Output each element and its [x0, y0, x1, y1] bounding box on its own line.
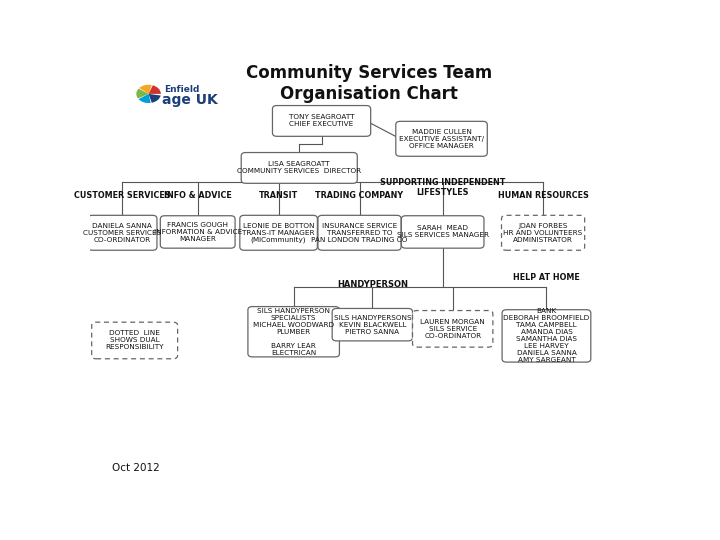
Text: SUPPORTING INDEPENDENT
LIFESTYLES: SUPPORTING INDEPENDENT LIFESTYLES — [380, 178, 505, 197]
Wedge shape — [136, 89, 148, 98]
Text: LISA SEAGROATT
COMMUNITY SERVICES  DIRECTOR: LISA SEAGROATT COMMUNITY SERVICES DIRECT… — [237, 161, 361, 174]
Text: TRANSIT: TRANSIT — [259, 191, 298, 200]
Text: age UK: age UK — [162, 93, 217, 107]
Text: LAUREN MORGAN
SILS SERVICE
CO-ORDINATOR: LAUREN MORGAN SILS SERVICE CO-ORDINATOR — [420, 319, 485, 339]
FancyBboxPatch shape — [272, 105, 371, 136]
FancyBboxPatch shape — [413, 310, 493, 347]
FancyBboxPatch shape — [241, 152, 357, 183]
Text: Oct 2012: Oct 2012 — [112, 463, 160, 473]
FancyBboxPatch shape — [88, 215, 157, 250]
Text: INSURANCE SERVICE
TRANSFERRED TO
PAN LONDON TRADING CO: INSURANCE SERVICE TRANSFERRED TO PAN LON… — [311, 223, 408, 243]
FancyBboxPatch shape — [161, 216, 235, 248]
Text: TRADING COMPANY: TRADING COMPANY — [315, 191, 404, 200]
Text: TONY SEAGROATT
CHIEF EXECUTIVE: TONY SEAGROATT CHIEF EXECUTIVE — [289, 114, 354, 127]
Text: DOTTED  LINE
SHOWS DUAL
RESPONSIBILITY: DOTTED LINE SHOWS DUAL RESPONSIBILITY — [105, 330, 164, 350]
Text: LEONIE DE BOTTON
TRANS-IT MANAGER
(MiCommunity): LEONIE DE BOTTON TRANS-IT MANAGER (MiCom… — [243, 222, 315, 243]
FancyBboxPatch shape — [332, 308, 413, 341]
Text: FRANCIS GOUGH
INFORMATION & ADVICE
MANAGER: FRANCIS GOUGH INFORMATION & ADVICE MANAG… — [153, 222, 242, 242]
FancyBboxPatch shape — [91, 322, 178, 359]
Text: JOAN FORBES
HR AND VOLUNTEERS
ADMINISTRATOR: JOAN FORBES HR AND VOLUNTEERS ADMINISTRA… — [503, 223, 582, 243]
Text: Enfield: Enfield — [163, 85, 199, 94]
FancyBboxPatch shape — [318, 215, 401, 250]
Wedge shape — [138, 94, 150, 103]
FancyBboxPatch shape — [401, 216, 484, 248]
Text: SILS HANDYPERSONS
KEVIN BLACKWELL
PIETRO SANNA: SILS HANDYPERSONS KEVIN BLACKWELL PIETRO… — [333, 315, 411, 335]
FancyBboxPatch shape — [240, 215, 318, 250]
FancyBboxPatch shape — [502, 310, 591, 362]
Text: SILS HANDYPERSON
SPECIALISTS
MICHAEL WOODWARD
PLUMBER

BARRY LEAR
ELECTRICAN: SILS HANDYPERSON SPECIALISTS MICHAEL WOO… — [253, 308, 334, 356]
FancyBboxPatch shape — [396, 122, 487, 156]
Text: HELP AT HOME: HELP AT HOME — [513, 273, 580, 282]
FancyBboxPatch shape — [502, 215, 585, 250]
Wedge shape — [148, 94, 161, 103]
Text: HANDYPERSON: HANDYPERSON — [337, 280, 408, 288]
Wedge shape — [148, 85, 161, 94]
Text: SARAH  MEAD
SILS SERVICES MANAGER: SARAH MEAD SILS SERVICES MANAGER — [397, 226, 489, 239]
Text: CUSTOMER SERVICES: CUSTOMER SERVICES — [74, 191, 171, 200]
FancyBboxPatch shape — [248, 307, 339, 357]
Text: MADDIE CULLEN
EXECUTIVE ASSISTANT/
OFFICE MANAGER: MADDIE CULLEN EXECUTIVE ASSISTANT/ OFFIC… — [399, 129, 484, 149]
Wedge shape — [139, 85, 152, 94]
Text: DANIELA SANNA
CUSTOMER SERVICES
CO-ORDINATOR: DANIELA SANNA CUSTOMER SERVICES CO-ORDIN… — [84, 223, 161, 243]
Text: Community Services Team
Organisation Chart: Community Services Team Organisation Cha… — [246, 64, 492, 103]
Text: INFO & ADVICE: INFO & ADVICE — [164, 191, 232, 200]
Text: BANK
DEBORAH BROOMFIELD
TAMA CAMPBELL
AMANDA DIAS
SAMANTHA DIAS
LEE HARVEY
DANIE: BANK DEBORAH BROOMFIELD TAMA CAMPBELL AM… — [503, 308, 590, 363]
Text: HUMAN RESOURCES: HUMAN RESOURCES — [498, 191, 588, 200]
